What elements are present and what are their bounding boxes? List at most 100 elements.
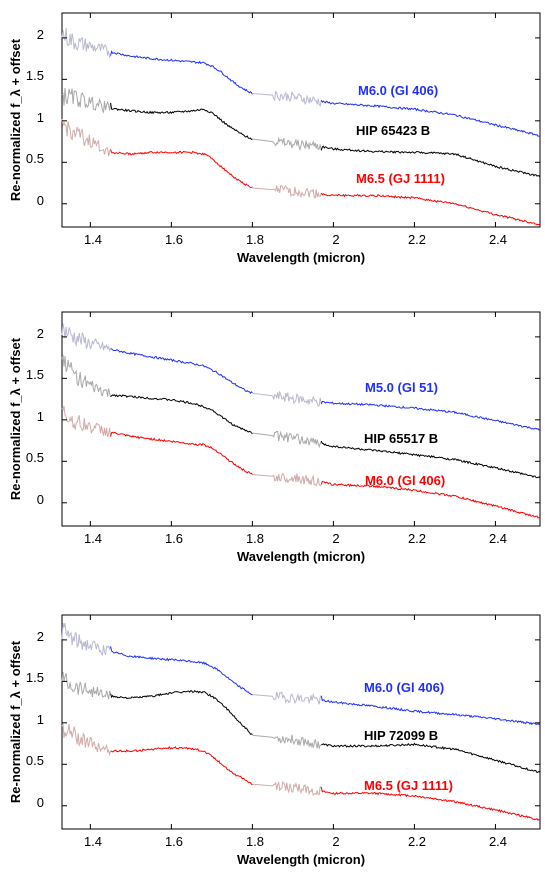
x-tick-label: 2.4: [489, 531, 507, 546]
series-line: [110, 102, 253, 140]
series-label: M6.0 (Gl 406): [365, 473, 445, 488]
x-tick-label: 2: [332, 531, 339, 546]
series-line: [252, 138, 273, 143]
x-tick-label: 1.8: [246, 834, 264, 849]
y-tick-label: 0.5: [26, 151, 44, 166]
series-line: [252, 474, 273, 477]
series-label: HIP 65423 B: [356, 123, 430, 138]
y-tick-label: 0.5: [26, 450, 44, 465]
series-line: [272, 390, 322, 407]
series-line: [110, 745, 253, 786]
series-line: [110, 50, 253, 95]
series-label: M6.5 (GJ 1111): [356, 171, 445, 186]
series-line: [272, 780, 322, 797]
series-line: [110, 689, 253, 735]
series-line: [320, 440, 541, 479]
x-tick-label: 1.4: [84, 232, 102, 247]
series-line: [272, 136, 322, 151]
series-line: [61, 622, 112, 657]
series-label: M6.0 (Gl 406): [364, 680, 444, 695]
y-tick-label: 2: [37, 629, 44, 644]
series-line: [320, 480, 541, 519]
series-line: [61, 405, 112, 438]
x-tick-label: 1.8: [246, 232, 264, 247]
series-lines: [61, 622, 541, 821]
x-axis-title: Wavelength (micron): [237, 549, 365, 564]
series-label: M6.5 (GJ 1111): [364, 778, 453, 793]
series-line: [272, 185, 322, 199]
series-label: HIP 65517 B: [364, 431, 438, 446]
series-line: [272, 430, 322, 449]
series-line: [272, 691, 322, 705]
plot-frame: [61, 311, 541, 527]
y-tick-label: 2: [37, 326, 44, 341]
series-lines: [61, 27, 541, 226]
series-line: [61, 27, 112, 59]
series-line: [61, 354, 112, 397]
series-line: [61, 723, 112, 757]
y-tick-label: 2: [37, 27, 44, 42]
x-tick-label: 1.8: [246, 531, 264, 546]
y-tick-label: 1.5: [26, 367, 44, 382]
x-tick-label: 2.2: [408, 834, 426, 849]
y-axis-title: Re-normalized f_λ + offset: [8, 337, 23, 500]
y-tick-label: 1: [37, 712, 44, 727]
x-tick-label: 1.6: [165, 232, 183, 247]
series-line: [252, 734, 273, 738]
y-tick-label: 1: [37, 110, 44, 125]
series-line: [320, 192, 541, 226]
series-line: [110, 646, 253, 696]
x-tick-label: 1.6: [165, 834, 183, 849]
y-axis-title: Re-normalized f_λ + offset: [8, 38, 23, 201]
x-tick-label: 2: [332, 232, 339, 247]
plot-frame: [61, 614, 541, 830]
series-line: [252, 92, 273, 96]
series-line: [252, 392, 273, 397]
x-tick-label: 2.4: [489, 232, 507, 247]
tick-marks: [62, 13, 540, 227]
y-tick-label: 0: [37, 492, 44, 507]
series-line: [272, 90, 322, 107]
series-line: [61, 119, 112, 157]
tick-marks: [62, 312, 540, 526]
series-line: [252, 186, 273, 191]
y-tick-label: 1.5: [26, 68, 44, 83]
series-line: [252, 432, 273, 437]
series-line: [320, 786, 541, 821]
series-label: HIP 72099 B: [364, 728, 438, 743]
series-line: [61, 87, 112, 114]
x-tick-label: 2.4: [489, 834, 507, 849]
y-tick-label: 0: [37, 193, 44, 208]
series-line: [110, 431, 253, 475]
tick-marks: [62, 615, 540, 829]
series-label: M5.0 (Gl 51): [365, 380, 438, 395]
y-tick-label: 0.5: [26, 753, 44, 768]
series-line: [321, 742, 541, 774]
x-axis-title: Wavelength (micron): [237, 852, 365, 867]
series-label: M6.0 (Gl 406): [358, 83, 438, 98]
panel-3: 1.4 1.6 1.8 2 2.2 2.4 0 0.5 1 1.5 2 Wave…: [8, 614, 541, 867]
series-line: [320, 400, 541, 431]
series-line: [272, 734, 322, 750]
series-line: [320, 100, 540, 137]
series-line: [61, 672, 112, 700]
series-line: [320, 695, 541, 726]
series-line: [252, 783, 273, 787]
series-lines: [61, 323, 541, 519]
y-tick-label: 1: [37, 409, 44, 424]
series-line: [320, 145, 541, 178]
series-line: [252, 694, 273, 697]
x-tick-label: 1.4: [84, 531, 102, 546]
y-tick-label: 1.5: [26, 670, 44, 685]
x-tick-label: 2.2: [408, 232, 426, 247]
x-tick-label: 2: [332, 834, 339, 849]
y-tick-label: 0: [37, 795, 44, 810]
series-line: [61, 323, 112, 353]
series-line: [110, 348, 253, 395]
x-tick-label: 1.4: [84, 834, 102, 849]
x-tick-label: 2.2: [408, 531, 426, 546]
series-line: [110, 394, 253, 435]
x-tick-label: 1.6: [165, 531, 183, 546]
y-axis-title: Re-normalized f_λ + offset: [8, 640, 23, 803]
